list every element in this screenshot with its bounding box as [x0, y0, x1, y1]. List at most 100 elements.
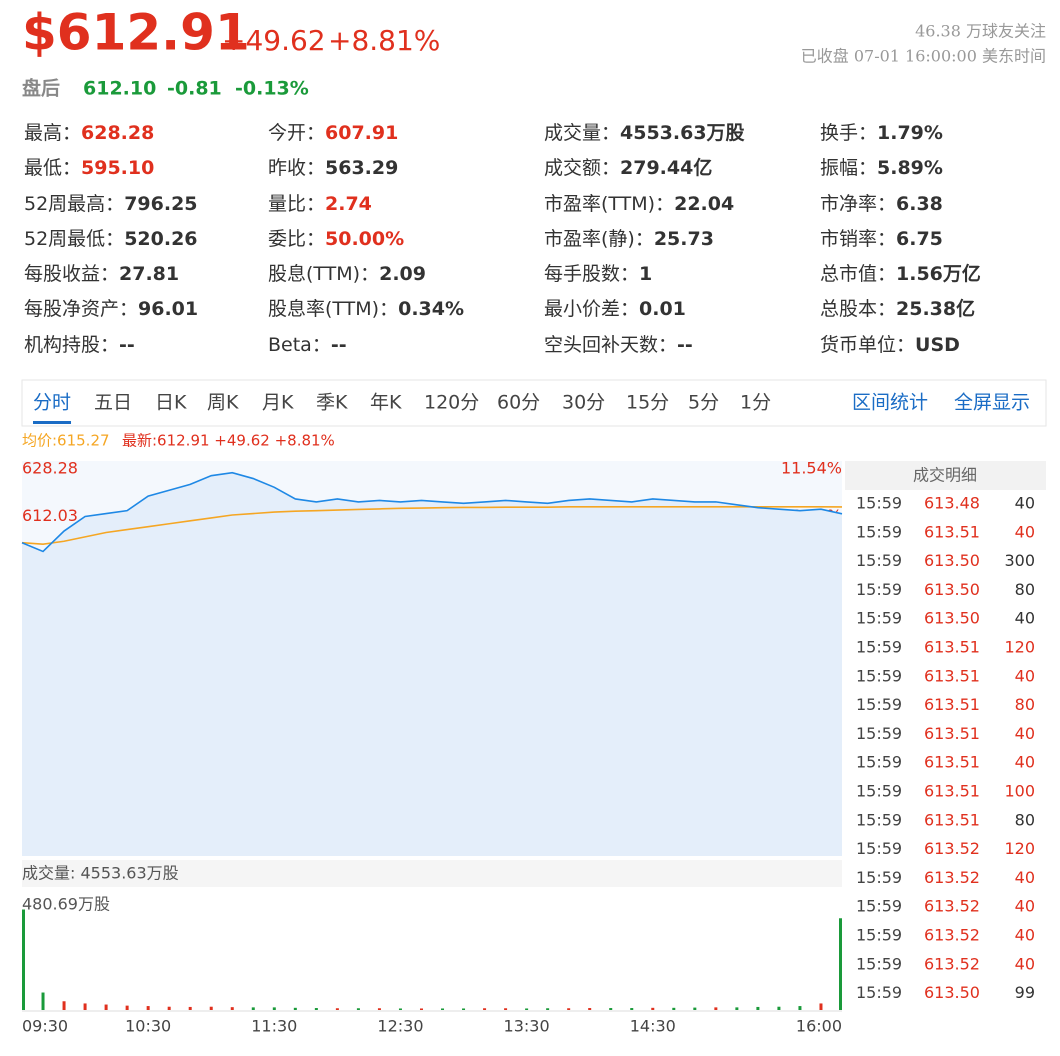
percent: +8.81%: [328, 24, 440, 57]
after-hours-percent: -0.13%: [235, 78, 309, 100]
stat: 委比：50.00%: [268, 228, 404, 250]
trade-price: 613.52: [924, 926, 980, 945]
volume-bar: [335, 1008, 339, 1010]
trade-price: 613.52: [924, 868, 980, 887]
tab[interactable]: 1分: [740, 392, 771, 414]
x-tick-label: 16:00: [796, 1017, 842, 1036]
volume-bar: [651, 1007, 655, 1010]
trade-time: 15:59: [856, 551, 902, 570]
trade-volume: 80: [1015, 810, 1035, 829]
tab[interactable]: 分时: [33, 392, 71, 414]
volume-bar: [314, 1008, 318, 1010]
trade-price: 613.50: [924, 580, 980, 599]
trade-time: 15:59: [856, 753, 902, 772]
trade-price: 613.50: [924, 609, 980, 628]
trade-volume: 99: [1015, 983, 1035, 1002]
volume-bar: [714, 1007, 718, 1010]
tab[interactable]: 30分: [562, 392, 605, 414]
trade-time: 15:59: [856, 695, 902, 714]
trade-price: 613.51: [924, 522, 980, 541]
volume-bar: [41, 992, 45, 1010]
trade-volume: 40: [1015, 522, 1035, 541]
tab[interactable]: 周K: [207, 392, 239, 414]
stat-label: 市盈率(静)：: [544, 228, 654, 250]
stat-label: 货币单位：: [820, 334, 915, 356]
stat: 最小价差：0.01: [544, 298, 686, 320]
stat-label: 最高：: [24, 122, 81, 144]
volume-bar: [167, 1006, 171, 1010]
tab[interactable]: 五日: [94, 392, 132, 414]
trade-price: 613.52: [924, 839, 980, 858]
trade-time: 15:59: [856, 782, 902, 801]
y2-tick-label: 11.54%: [781, 459, 842, 478]
legend-entry: 最新:612.91 +49.62 +8.81%: [122, 432, 335, 450]
volume-bar: [104, 1004, 108, 1010]
volume-bar: [588, 1008, 592, 1010]
volume-bar: [441, 1008, 445, 1010]
trade-volume: 80: [1015, 580, 1035, 599]
volume-bar: [22, 909, 25, 1010]
trade-volume: 80: [1015, 695, 1035, 714]
tab[interactable]: 60分: [497, 392, 540, 414]
trade-volume: 120: [1004, 638, 1035, 657]
trade-price: 613.51: [924, 695, 980, 714]
tab[interactable]: 15分: [626, 392, 669, 414]
trade-time: 15:59: [856, 897, 902, 916]
trade-time: 15:59: [856, 580, 902, 599]
tab[interactable]: 月K: [262, 392, 294, 414]
y-tick-label: 612.03: [22, 506, 78, 525]
stat-value: 25.38亿: [896, 297, 975, 320]
volume-bar: [419, 1008, 423, 1010]
stat-value: 520.26: [124, 228, 197, 250]
volume-bar: [819, 1003, 823, 1010]
link[interactable]: 区间统计: [852, 392, 928, 414]
trade-volume: 300: [1004, 551, 1035, 570]
stat-label: Beta：: [268, 334, 331, 356]
stat: 机构持股：--: [24, 334, 135, 356]
stat: 今开：607.91: [268, 122, 398, 144]
stat-value: 0.34%: [398, 298, 464, 320]
tab[interactable]: 日K: [155, 392, 187, 414]
tab[interactable]: 年K: [370, 392, 402, 414]
stat: 振幅：5.89%: [820, 157, 943, 179]
trade-price: 613.51: [924, 753, 980, 772]
trade-price: 613.51: [924, 638, 980, 657]
stat-value: 2.74: [325, 193, 372, 215]
trade-time: 15:59: [856, 810, 902, 829]
stat-value: 0.01: [639, 298, 686, 320]
x-tick-label: 11:30: [251, 1017, 297, 1036]
volume-bar: [504, 1008, 508, 1010]
tab[interactable]: 季K: [316, 392, 348, 414]
volume-bar: [356, 1008, 360, 1010]
stat-value: 1: [639, 263, 652, 285]
tab-bar: [21, 379, 1047, 427]
trade-time: 15:59: [856, 522, 902, 541]
price: $612.91: [22, 4, 250, 62]
stat-value: 50.00%: [325, 228, 404, 250]
trade-price: 613.51: [924, 782, 980, 801]
stat: 每股收益：27.81: [24, 263, 179, 285]
tab[interactable]: 120分: [424, 392, 479, 414]
trade-volume: 40: [1015, 666, 1035, 685]
trades-header-bg: [845, 461, 1046, 490]
stat-label: 市销率：: [820, 228, 896, 250]
stat-label: 成交量：: [544, 122, 620, 144]
volume-bar: [735, 1007, 739, 1010]
tab[interactable]: 5分: [688, 392, 719, 414]
stat-value: USD: [915, 334, 960, 356]
stat-label: 振幅：: [820, 157, 877, 179]
trade-price: 613.51: [924, 724, 980, 743]
link[interactable]: 全屏显示: [954, 392, 1030, 414]
stat-label: 市盈率(TTM)：: [544, 193, 674, 215]
stat: 成交量：4553.63万股: [544, 122, 745, 144]
followers: 46.38 万球友关注: [915, 22, 1046, 41]
volume-bar: [293, 1007, 297, 1010]
stat: 总市值：1.56万亿: [820, 262, 981, 285]
stat-label: 52周最低：: [24, 228, 124, 250]
stat-label: 空头回补天数：: [544, 334, 677, 356]
stat: 股息(TTM)：2.09: [268, 263, 426, 285]
stat: 货币单位：USD: [820, 334, 960, 356]
stat-label: 今开：: [268, 122, 325, 144]
volume-header-bg: [22, 860, 842, 887]
